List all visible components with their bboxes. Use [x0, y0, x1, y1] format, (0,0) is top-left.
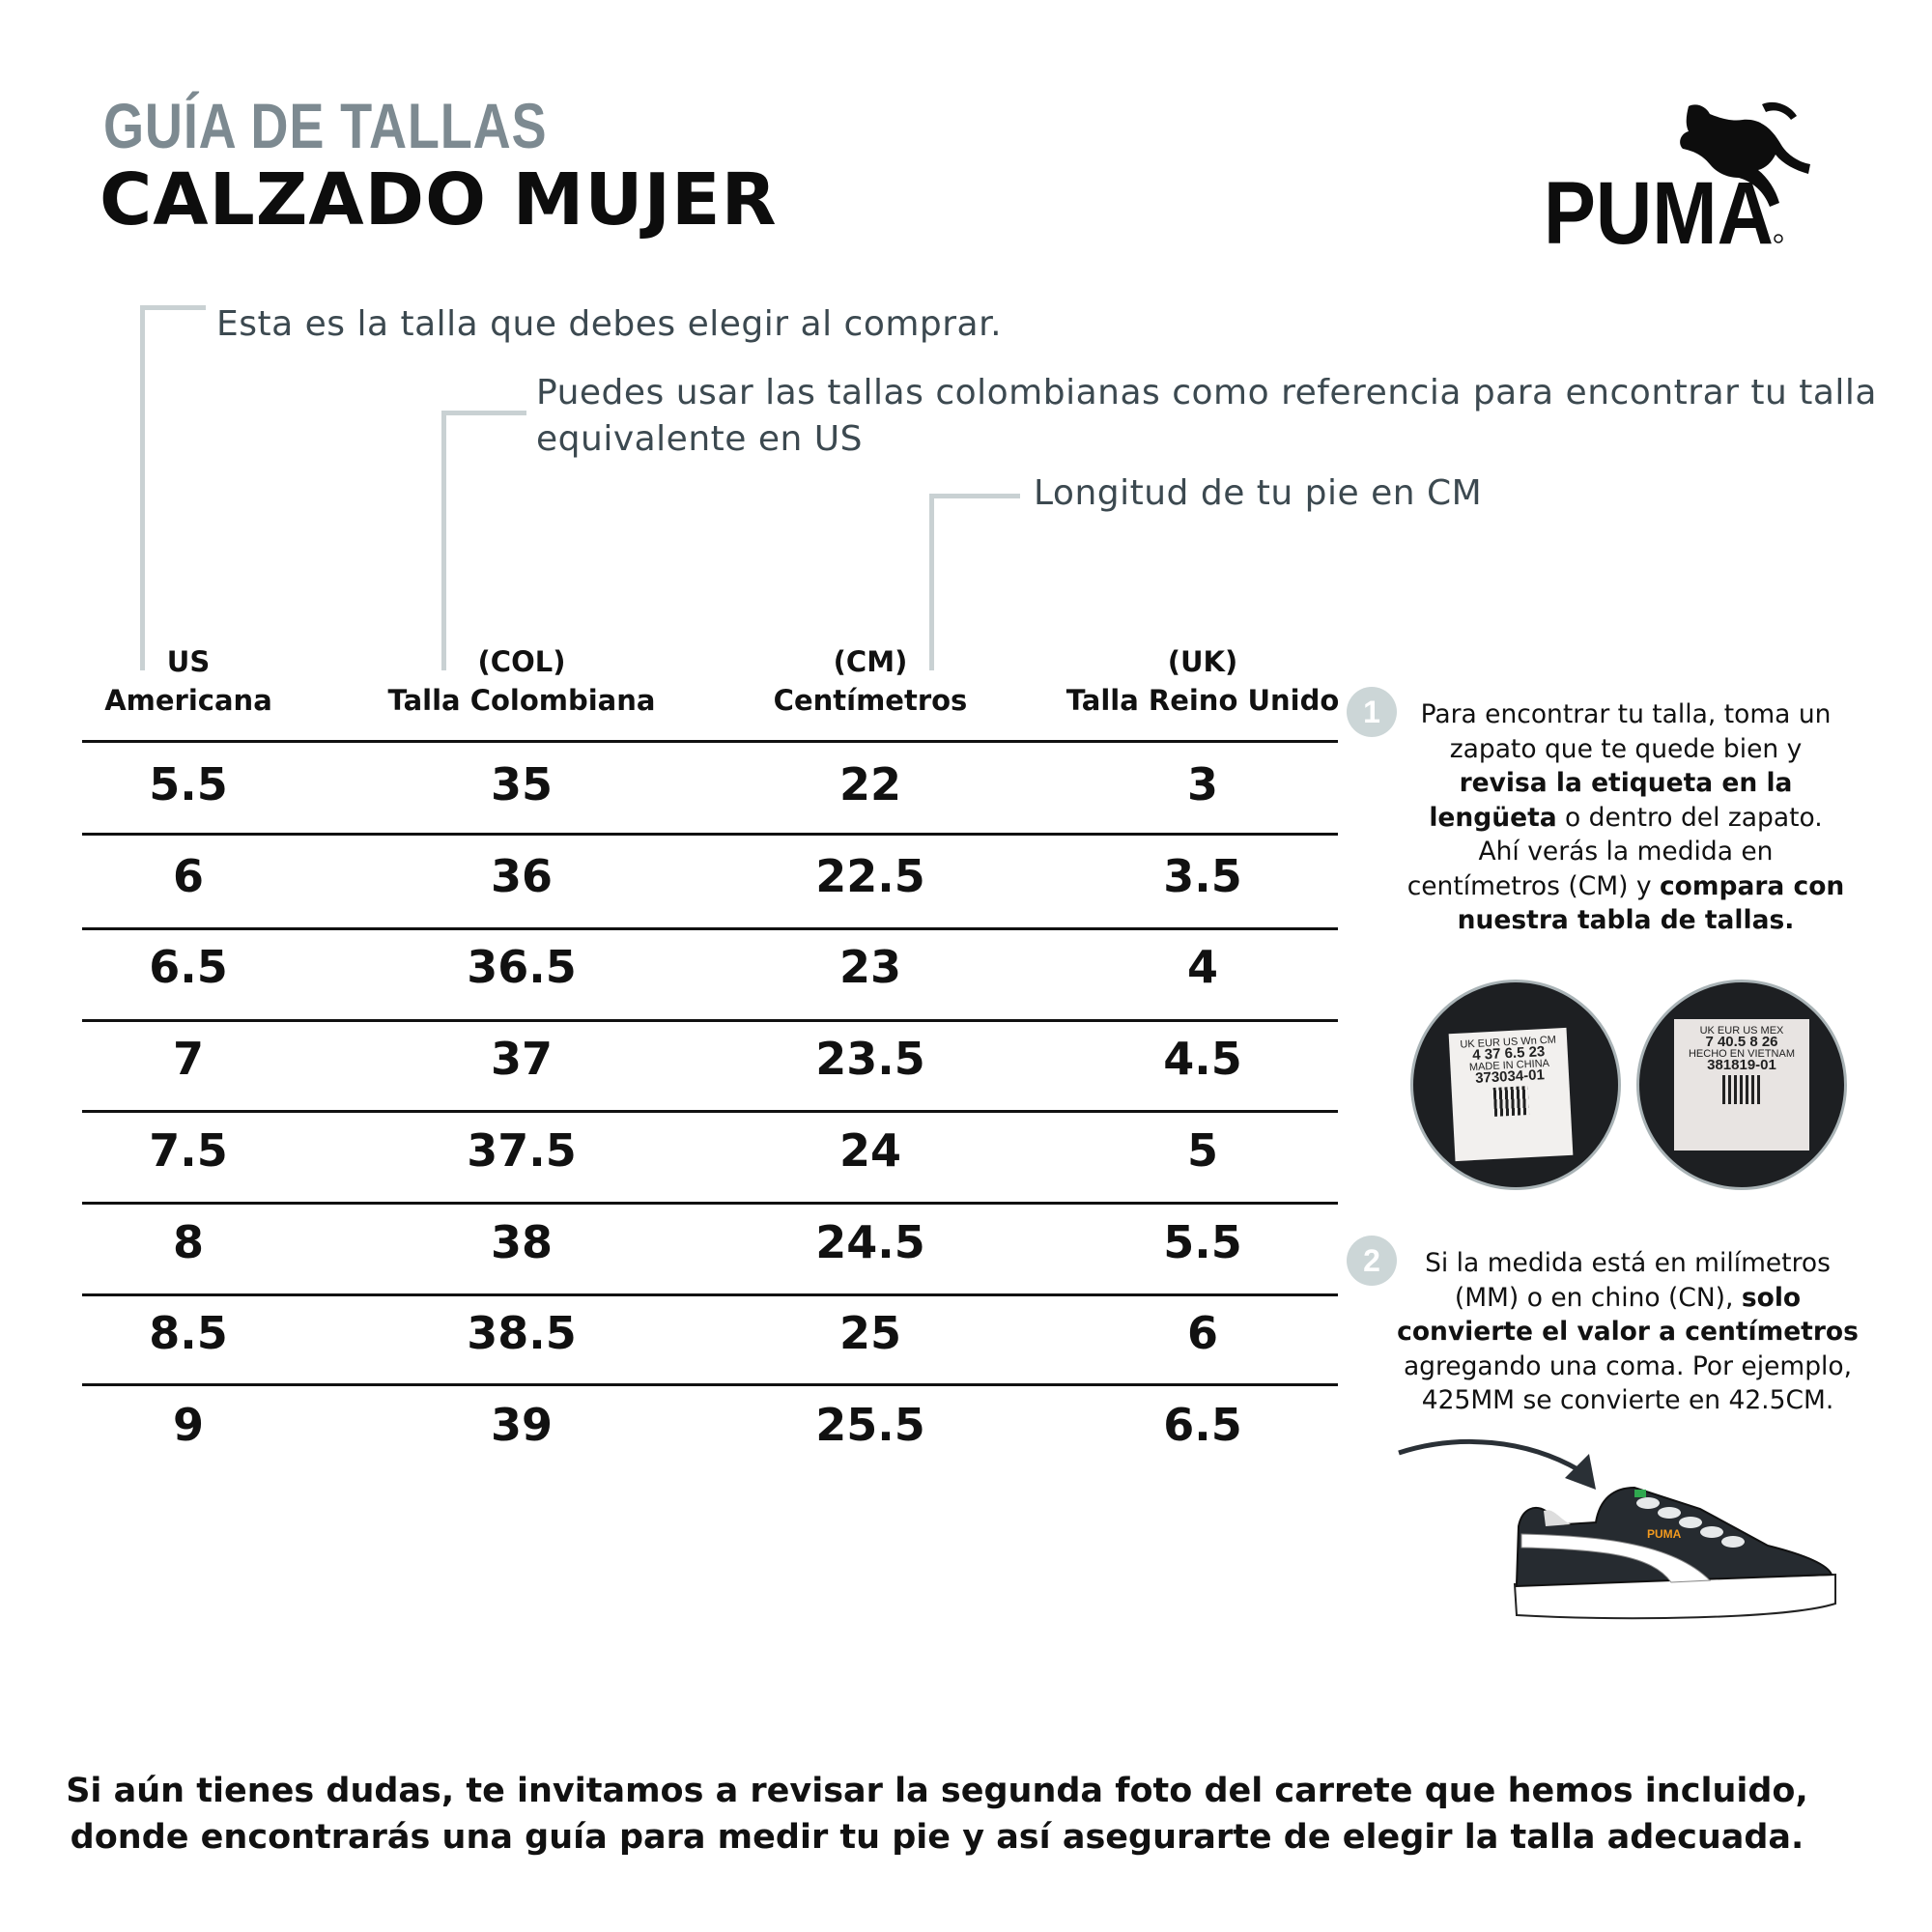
table-divider	[82, 1202, 1338, 1205]
bracket-col	[441, 411, 446, 670]
qr-code-icon	[1492, 1086, 1530, 1117]
table-cell: 4	[1186, 941, 1218, 994]
bracket-us-arm	[140, 305, 206, 310]
table-divider	[82, 740, 1338, 743]
shoe-illustration: PUMA	[1398, 1438, 1836, 1620]
guide-kicker: GUÍA DE TALLAS	[103, 90, 548, 161]
puma-logo: PUMA	[1544, 100, 1833, 263]
puma-cat-icon: PUMA	[1544, 101, 1810, 263]
footer-line-2: donde encontrarás una guía para medir tu…	[70, 1818, 1804, 1857]
column-header: (COL) Talla Colombiana	[357, 642, 686, 720]
table-cell: 3.5	[1163, 849, 1242, 902]
column-header-label: Talla Reino Unido	[1065, 684, 1340, 717]
label-photo-1: UK EUR US Wn CM 4 37 6.5 23 MADE IN CHIN…	[1410, 980, 1621, 1190]
table-cell: 9	[172, 1398, 204, 1451]
column-header: US Americana	[24, 642, 353, 720]
table-divider	[82, 1383, 1338, 1386]
table-cell: 22.5	[815, 849, 925, 902]
table-cell: 7	[172, 1033, 204, 1086]
label-2-values: 7 40.5 8 26	[1705, 1034, 1778, 1050]
table-cell: 23.5	[815, 1033, 925, 1086]
shoe-brand-mark: PUMA	[1647, 1527, 1682, 1541]
table-cell: 36.5	[467, 941, 577, 994]
table-cell: 24	[838, 1123, 901, 1177]
table-cell: 7.5	[149, 1123, 228, 1177]
step-2-bold-a: solo convierte el valor a centímetros	[1397, 1282, 1859, 1348]
table-cell: 5	[1186, 1123, 1218, 1177]
qr-code-icon	[1722, 1075, 1761, 1104]
column-header-code: (CM)	[833, 645, 908, 678]
step-1-text-a: Para encontrar tu talla, toma un zapato …	[1420, 699, 1832, 764]
bracket-us	[140, 305, 145, 670]
svg-text:PUMA: PUMA	[1544, 164, 1774, 255]
step-2-badge: 2	[1347, 1236, 1397, 1286]
column-header: (UK) Talla Reino Unido	[1038, 642, 1367, 720]
step-1-bold-b: compara con nuestra tabla de tallas.	[1457, 870, 1845, 936]
table-cell: 6	[172, 849, 204, 902]
note-colombian-ref: Puedes usar las tallas colombianas como …	[536, 370, 1877, 463]
table-cell: 39	[490, 1398, 553, 1451]
table-cell: 37.5	[467, 1123, 577, 1177]
label-photo-2: UK EUR US MEX 7 40.5 8 26 HECHO EN VIETN…	[1636, 980, 1847, 1190]
table-cell: 3	[1186, 758, 1218, 810]
step-1-badge: 1	[1347, 687, 1397, 737]
page-title: CALZADO MUJER	[99, 158, 778, 242]
column-header-label: Talla Colombiana	[387, 684, 656, 717]
note-colombian-line1: Puedes usar las tallas colombianas como …	[536, 373, 1877, 412]
table-divider	[82, 927, 1338, 930]
table-cell: 35	[490, 758, 553, 810]
table-cell: 6	[1186, 1307, 1218, 1360]
column-header-code: US	[166, 645, 211, 678]
label-2-origin: HECHO EN VIETNAM	[1688, 1048, 1795, 1060]
table-cell: 36	[490, 849, 553, 902]
bracket-col-arm	[441, 411, 526, 415]
table-cell: 25.5	[815, 1398, 925, 1451]
table-cell: 25	[838, 1307, 901, 1360]
table-divider	[82, 1019, 1338, 1022]
table-cell: 37	[490, 1033, 553, 1086]
arrow-head-icon	[1565, 1454, 1596, 1490]
table-divider	[82, 1110, 1338, 1113]
note-colombian-line2: equivalente en US	[536, 419, 863, 459]
arrow-icon	[1398, 1438, 1581, 1473]
bracket-cm	[929, 494, 934, 670]
bracket-cm-arm	[929, 494, 1020, 498]
column-header: (CM) Centímetros	[706, 642, 1035, 720]
table-cell: 5.5	[1163, 1215, 1242, 1268]
table-cell: 6.5	[149, 941, 228, 994]
step-1-bold-a: revisa la etiqueta en la lengüeta	[1429, 768, 1793, 833]
note-buy-size: Esta es la talla que debes elegir al com…	[216, 304, 1003, 344]
table-cell: 22	[838, 758, 901, 810]
footer-line-1: Si aún tienes dudas, te invitamos a revi…	[66, 1772, 1808, 1810]
column-header-code: (UK)	[1167, 645, 1238, 678]
footer-note: Si aún tienes dudas, te invitamos a revi…	[0, 1768, 1874, 1861]
table-divider	[82, 1293, 1338, 1296]
table-cell: 38.5	[467, 1307, 577, 1360]
label-2-heads: UK EUR US MEX	[1699, 1025, 1784, 1037]
column-header-label: Americana	[104, 684, 272, 717]
label-2-article: 381819-01	[1707, 1057, 1776, 1073]
table-cell: 24.5	[815, 1215, 925, 1268]
step-2-text: Si la medida está en milímetros (MM) o e…	[1391, 1246, 1864, 1418]
table-cell: 5.5	[149, 758, 228, 810]
table-cell: 4.5	[1163, 1033, 1242, 1086]
table-cell: 23	[838, 941, 901, 994]
note-foot-length: Longitud de tu pie en CM	[1034, 473, 1483, 513]
table-cell: 6.5	[1163, 1398, 1242, 1451]
table-cell: 38	[490, 1215, 553, 1268]
step-1-text-b: o dentro del zapato. Ahí verás la medida…	[1406, 802, 1823, 901]
step-2-text-b: agregando una coma. Por ejemplo, 425MM s…	[1403, 1350, 1853, 1416]
column-header-code: (COL)	[477, 645, 566, 678]
step-1-text: Para encontrar tu talla, toma un zapato …	[1406, 697, 1846, 938]
table-cell: 8.5	[149, 1307, 228, 1360]
table-cell: 8	[172, 1215, 204, 1268]
step-2-text-a: Si la medida está en milímetros (MM) o e…	[1425, 1248, 1831, 1313]
table-divider	[82, 833, 1338, 836]
column-header-label: Centímetros	[773, 684, 968, 717]
